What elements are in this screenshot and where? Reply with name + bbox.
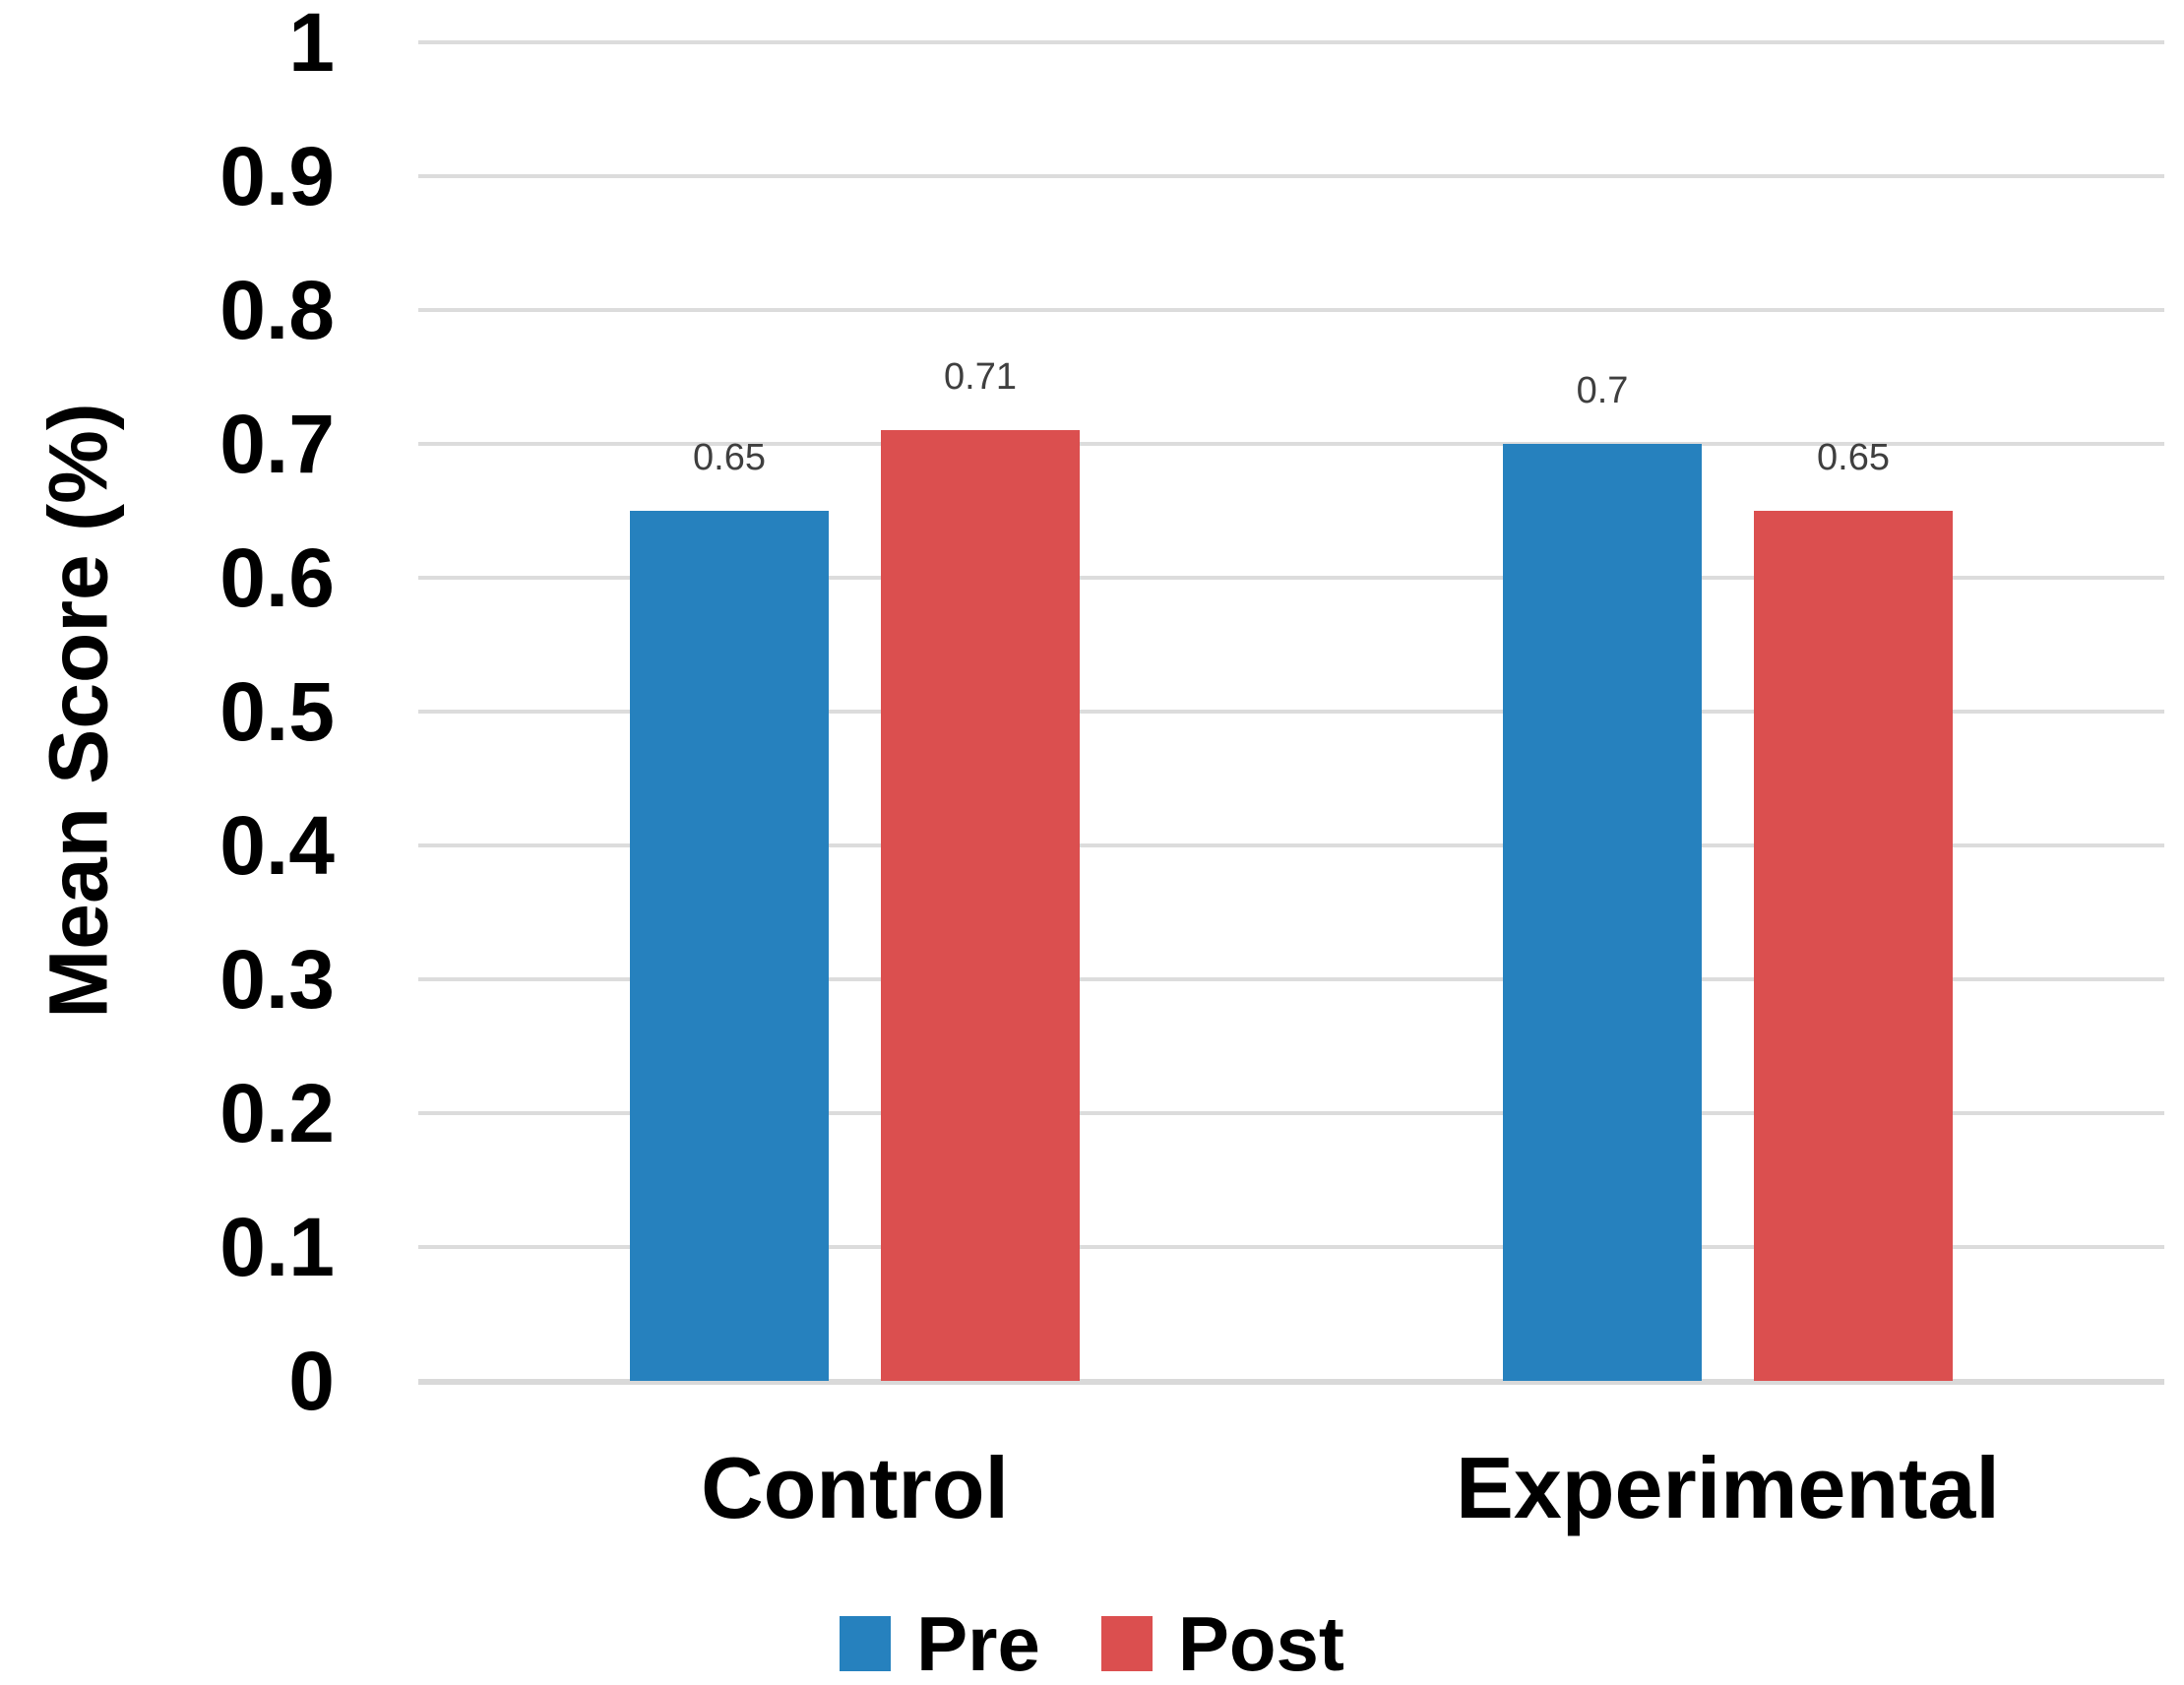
- gridline: [418, 40, 2164, 44]
- x-axis-line: [418, 1379, 2164, 1385]
- gridline: [418, 843, 2164, 847]
- gridline: [418, 977, 2164, 981]
- legend-label-pre: Pre: [916, 1600, 1040, 1685]
- legend: Pre Post: [0, 1602, 2184, 1685]
- gridline: [418, 576, 2164, 580]
- legend-label-post: Post: [1177, 1600, 1344, 1685]
- gridline: [418, 710, 2164, 714]
- y-tick-label: 0.2: [219, 1067, 335, 1159]
- x-category-label-experimental: Experimental: [1456, 1439, 2000, 1536]
- bar-data-label: 0.65: [1817, 437, 1890, 478]
- y-tick-label: 1: [288, 0, 335, 89]
- y-tick-label: 0.7: [219, 398, 335, 490]
- gridline: [418, 174, 2164, 178]
- bar-data-label: 0.71: [944, 356, 1017, 398]
- bar-experimental-post: [1754, 511, 1953, 1381]
- bar-data-label: 0.65: [693, 437, 766, 478]
- y-tick-label: 0.9: [219, 130, 335, 222]
- gridline: [418, 1245, 2164, 1249]
- y-tick-label: 0: [288, 1335, 335, 1427]
- legend-item-pre: Pre: [840, 1602, 1040, 1685]
- plot-area: 0.65 0.71 0.7 0.65: [418, 40, 2164, 1385]
- gridline: [418, 1111, 2164, 1115]
- legend-swatch-pre: [840, 1616, 892, 1671]
- bar-data-label: 0.7: [1576, 370, 1629, 411]
- legend-item-post: Post: [1100, 1600, 1344, 1685]
- bar-control-post: [881, 430, 1080, 1381]
- x-category-label-control: Control: [701, 1439, 1009, 1536]
- gridline: [418, 308, 2164, 312]
- bar-control-pre: [630, 511, 829, 1381]
- y-tick-label: 0.6: [219, 531, 335, 624]
- y-tick-label: 0.8: [219, 264, 335, 356]
- y-tick-label: 0.4: [219, 799, 335, 892]
- y-tick-label: 0.5: [219, 665, 335, 758]
- y-tick-label: 0.1: [219, 1201, 335, 1293]
- bar-experimental-pre: [1503, 444, 1702, 1381]
- gridline: [418, 442, 2164, 446]
- y-tick-label: 0.3: [219, 933, 335, 1026]
- legend-swatch-post: [1100, 1616, 1153, 1671]
